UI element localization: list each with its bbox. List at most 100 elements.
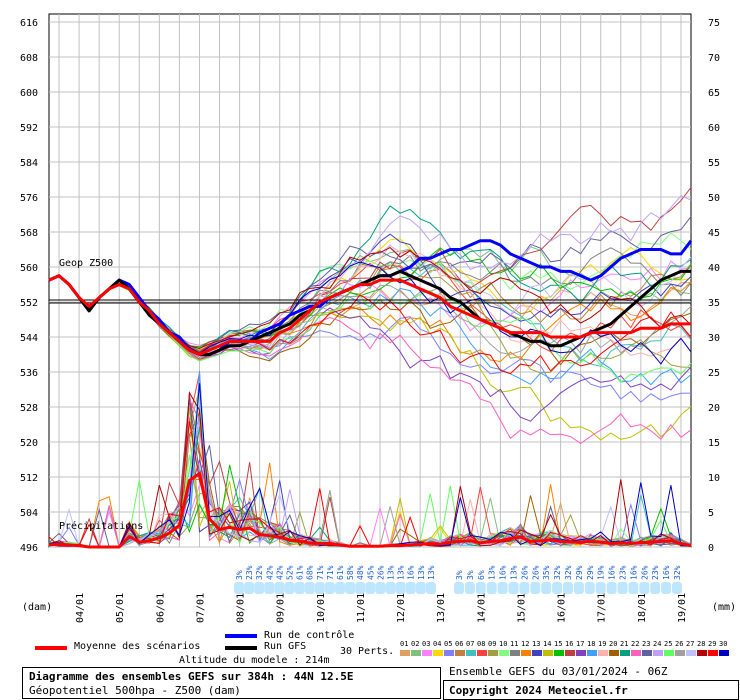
snow-percent-label: 32%: [564, 565, 573, 580]
left-tick-label: 504: [20, 508, 38, 519]
pert-number: 16: [565, 640, 574, 648]
snow-marker: [345, 582, 356, 594]
snow-marker: [672, 582, 682, 594]
pert-swatch: [444, 650, 454, 656]
x-tick-label: 15/01: [516, 593, 527, 623]
snow-percent-label: 6%: [477, 570, 486, 580]
snow-percent-label: 29%: [575, 565, 584, 580]
right-tick-label: 70: [708, 53, 720, 64]
x-axis-ticks: 04/01 05/01 06/01 07/01 08/01 09/01 10/01 11/01…: [75, 593, 688, 623]
pert-number: 27: [686, 640, 695, 648]
snow-percent-label: 16%: [662, 565, 671, 580]
snow-percent-label: 32%: [673, 565, 682, 580]
snow-percent-label: 16%: [629, 565, 638, 580]
snow-percent-label: 16%: [608, 565, 617, 580]
pert-number: 05: [444, 640, 453, 648]
x-tick-label: 11/01: [356, 593, 367, 623]
right-tick-label: 30: [708, 333, 720, 344]
series-lines: [48, 239, 693, 549]
pert-number: 10: [499, 640, 508, 648]
left-tick-label: 552: [20, 298, 38, 309]
snow-marker: [415, 582, 426, 594]
pert-number: 12: [521, 640, 530, 648]
x-tick-label: 16/01: [557, 593, 568, 623]
legend-perts-label: 30 Perts.: [340, 646, 395, 657]
pert-swatch: [521, 650, 531, 656]
snow-percent-label: 71%: [316, 565, 325, 580]
snow-marker: [497, 582, 508, 594]
pert-swatch: [499, 650, 509, 656]
pert-swatch: [631, 650, 641, 656]
pert-swatch: [642, 650, 652, 656]
legend-gfs-label: Run GFS: [264, 641, 307, 652]
snow-marker: [335, 582, 345, 594]
pert-swatch: [598, 650, 608, 656]
snow-marker: [650, 582, 661, 594]
snow-percent-label: 26%: [376, 565, 385, 580]
pert-number: 25: [664, 640, 673, 648]
right-tick-label: 50: [708, 193, 720, 204]
pert-swatch: [576, 650, 586, 656]
x-tick-label: 07/01: [195, 593, 206, 623]
legend-control-swatch: [225, 634, 257, 638]
right-tick-label: 65: [708, 88, 720, 99]
pert-number: 04: [433, 640, 442, 648]
snow-percent-label: 52%: [286, 565, 295, 580]
footer-title: Diagramme des ensembles GEFS sur 384h : …: [29, 670, 354, 683]
x-tick-label: 09/01: [276, 593, 287, 623]
snow-marker: [475, 582, 486, 594]
snow-marker: [617, 582, 628, 594]
pert-number: 08: [477, 640, 486, 648]
snow-percent-label: 61%: [296, 565, 305, 580]
pert-swatch: [587, 650, 597, 656]
snow-marker: [552, 582, 563, 594]
right-tick-label: 45: [708, 228, 720, 239]
right-tick-label: 35: [708, 298, 720, 309]
pert-number: 03: [422, 640, 431, 648]
snow-marker: [573, 582, 584, 594]
snow-percent-labels: 3% 23% 32% 42% 42% 52% 61% 68% 71% 71% 61% 58% 48% 45…: [234, 565, 682, 594]
right-tick-label: 0: [708, 543, 714, 554]
snow-percent-label: 32%: [255, 565, 264, 580]
pert-swatch: [488, 650, 498, 656]
precip-label: Précipitations: [59, 520, 143, 532]
snow-marker: [425, 582, 436, 594]
pert-swatch: [664, 650, 674, 656]
x-tick-label: 13/01: [436, 593, 447, 623]
snow-percent-label: 13%: [397, 565, 406, 580]
altitude-label: Altitude du modele : 214m: [179, 655, 330, 666]
pert-swatch: [532, 650, 542, 656]
snow-marker: [274, 582, 285, 594]
footer-subtitle: Géopotentiel 500hpa - Z500 (dam): [29, 684, 241, 697]
footer-ensemble: Ensemble GEFS du 03/01/2024 - 06Z: [449, 665, 668, 678]
snow-percent-label: 3%: [455, 570, 464, 580]
snow-percent-label: 3%: [235, 570, 244, 580]
right-tick-label: 20: [708, 403, 720, 414]
pert-swatch: [653, 650, 663, 656]
x-tick-label: 04/01: [75, 593, 86, 623]
snow-percent-label: 19%: [597, 565, 606, 580]
snow-marker: [314, 582, 325, 594]
right-tick-label: 10: [708, 473, 720, 484]
snow-marker: [304, 582, 315, 594]
snow-percent-label: 71%: [326, 565, 335, 580]
snow-marker: [385, 582, 396, 594]
snow-percent-label: 13%: [387, 565, 396, 580]
pert-number: 17: [576, 640, 585, 648]
left-tick-label: 512: [20, 473, 38, 484]
snow-marker: [486, 582, 497, 594]
snow-marker: [464, 582, 475, 594]
right-tick-label: 60: [708, 123, 720, 134]
snow-marker: [294, 582, 305, 594]
snow-percent-label: 13%: [488, 565, 497, 580]
pert-number: 13: [532, 640, 541, 648]
pert-number: 11: [510, 640, 519, 648]
pert-swatch: [675, 650, 685, 656]
snow-marker: [244, 582, 255, 594]
pert-swatch: [697, 650, 707, 656]
snow-marker: [584, 582, 595, 594]
snow-percent-label: 3%: [466, 570, 475, 580]
pert-swatch: [565, 650, 575, 656]
pert-swatch: [620, 650, 630, 656]
reference-line: [49, 299, 691, 304]
